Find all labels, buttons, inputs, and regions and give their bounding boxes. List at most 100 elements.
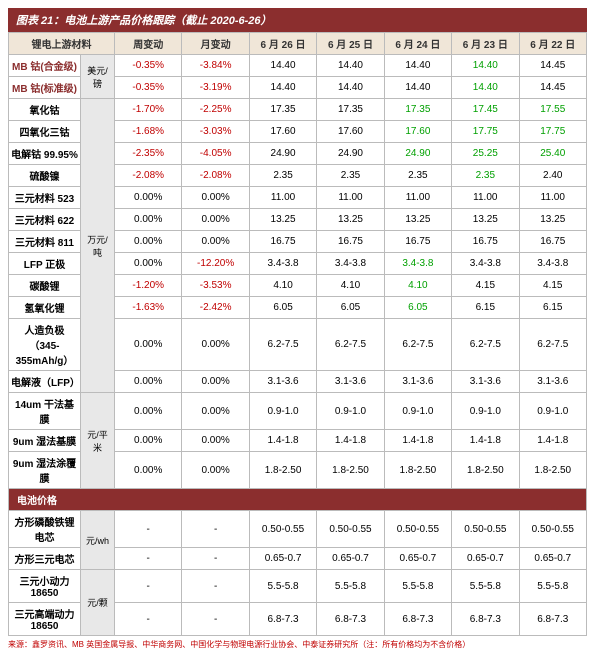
table-cell: 3.1-3.6 (384, 371, 451, 393)
table-cell: 13.25 (384, 209, 451, 231)
col-d3: 6 月 24 日 (384, 33, 451, 55)
table-cell: 0.00% (182, 393, 249, 430)
table-row: 14um 干法基膜元/平米0.00%0.00%0.9-1.00.9-1.00.9… (9, 393, 587, 430)
table-cell: - (115, 603, 182, 636)
table-cell: -12.20% (182, 253, 249, 275)
table-cell: 16.75 (249, 231, 316, 253)
table-cell: -0.35% (115, 55, 182, 77)
table-cell: 人造负极（345-355mAh/g） (9, 319, 81, 371)
table-cell: 三元小动力 18650 (9, 570, 81, 603)
table-cell: 17.35 (249, 99, 316, 121)
table-cell: 17.35 (317, 99, 384, 121)
col-d2: 6 月 25 日 (317, 33, 384, 55)
table-cell: 11.00 (519, 187, 586, 209)
table-cell: 5.5-5.8 (519, 570, 586, 603)
table-cell: 24.90 (249, 143, 316, 165)
table-cell: 4.10 (317, 275, 384, 297)
table-cell: 14.40 (384, 77, 451, 99)
table-cell: -1.63% (115, 297, 182, 319)
table-cell: 0.65-0.7 (452, 548, 519, 570)
table-cell: 0.00% (115, 452, 182, 489)
table-cell: 25.25 (452, 143, 519, 165)
table-cell: 元/wh (81, 511, 115, 570)
table-cell: 0.50-0.55 (519, 511, 586, 548)
table-cell: 2.40 (519, 165, 586, 187)
table-row: MB 钴(合金级)美元/磅-0.35%-3.84%14.4014.4014.40… (9, 55, 587, 77)
table-cell: 6.2-7.5 (519, 319, 586, 371)
table-cell: 13.25 (249, 209, 316, 231)
col-week: 周变动 (115, 33, 182, 55)
table-cell: 17.35 (384, 99, 451, 121)
table-cell: 6.05 (249, 297, 316, 319)
table-cell: 0.00% (115, 430, 182, 452)
table-cell: -2.08% (115, 165, 182, 187)
col-d4: 6 月 23 日 (452, 33, 519, 55)
table-cell: -1.20% (115, 275, 182, 297)
table-cell: 2.35 (249, 165, 316, 187)
table-cell: 方形磷酸铁锂电芯 (9, 511, 81, 548)
table-cell: 0.50-0.55 (249, 511, 316, 548)
table-cell: 11.00 (317, 187, 384, 209)
table-cell: 3.4-3.8 (384, 253, 451, 275)
table-cell: 0.00% (182, 430, 249, 452)
col-d5: 6 月 22 日 (519, 33, 586, 55)
table-cell: 6.05 (317, 297, 384, 319)
table-cell: -2.25% (182, 99, 249, 121)
table-cell: 0.50-0.55 (452, 511, 519, 548)
table-cell: 13.25 (317, 209, 384, 231)
table-cell: 4.15 (519, 275, 586, 297)
price-table: 锂电上游材料 周变动 月变动 6 月 26 日 6 月 25 日 6 月 24 … (8, 32, 587, 636)
table-row: 方形磷酸铁锂电芯元/wh--0.50-0.550.50-0.550.50-0.5… (9, 511, 587, 548)
chart-title: 图表 21：电池上游产品价格跟踪（截止 2020-6-26） (8, 8, 587, 32)
table-cell: -2.42% (182, 297, 249, 319)
table-cell: 1.8-2.50 (249, 452, 316, 489)
table-cell: 5.5-5.8 (384, 570, 451, 603)
table-cell: 24.90 (384, 143, 451, 165)
table-cell: 17.45 (452, 99, 519, 121)
table-cell: 方形三元电芯 (9, 548, 81, 570)
table-cell: 4.10 (249, 275, 316, 297)
table-cell: 0.00% (115, 209, 182, 231)
table-cell: 3.4-3.8 (249, 253, 316, 275)
table-cell: 0.65-0.7 (317, 548, 384, 570)
table-cell: 24.90 (317, 143, 384, 165)
table-cell: 11.00 (249, 187, 316, 209)
table-cell: 元/平米 (81, 393, 115, 489)
table-cell: 1.4-1.8 (519, 430, 586, 452)
table-cell: 6.15 (452, 297, 519, 319)
table-cell: 0.50-0.55 (317, 511, 384, 548)
table-cell: 3.4-3.8 (519, 253, 586, 275)
table-cell: 万元/吨 (81, 99, 115, 393)
table-cell: 14.45 (519, 55, 586, 77)
table-cell: 14.40 (452, 55, 519, 77)
table-cell: 25.40 (519, 143, 586, 165)
table-cell: 0.00% (182, 371, 249, 393)
table-cell: - (115, 511, 182, 548)
table-cell: 0.65-0.7 (249, 548, 316, 570)
table-cell: 0.9-1.0 (519, 393, 586, 430)
table-cell: - (182, 511, 249, 548)
table-cell: 13.25 (519, 209, 586, 231)
table-cell: 17.75 (519, 121, 586, 143)
table-cell: 0.9-1.0 (452, 393, 519, 430)
table-cell: 三元材料 622 (9, 209, 81, 231)
table-cell: 1.8-2.50 (384, 452, 451, 489)
table-cell: 3.1-3.6 (519, 371, 586, 393)
table-cell: 三元高端动力 18650 (9, 603, 81, 636)
table-cell: 电解钴 99.95% (9, 143, 81, 165)
table-cell: 5.5-5.8 (452, 570, 519, 603)
table-cell: 14.40 (384, 55, 451, 77)
table-cell: 6.8-7.3 (249, 603, 316, 636)
section-header-row: 电池价格 (9, 489, 587, 511)
table-cell: 1.4-1.8 (384, 430, 451, 452)
table-cell: 17.55 (519, 99, 586, 121)
table-cell: 硫酸镍 (9, 165, 81, 187)
table-cell: 1.4-1.8 (317, 430, 384, 452)
table-cell: 14.40 (452, 77, 519, 99)
table-cell: 6.2-7.5 (249, 319, 316, 371)
table-cell: - (115, 570, 182, 603)
table-cell: 0.00% (115, 393, 182, 430)
table-cell: 0.9-1.0 (249, 393, 316, 430)
table-cell: 6.2-7.5 (384, 319, 451, 371)
table-cell: 0.00% (115, 187, 182, 209)
